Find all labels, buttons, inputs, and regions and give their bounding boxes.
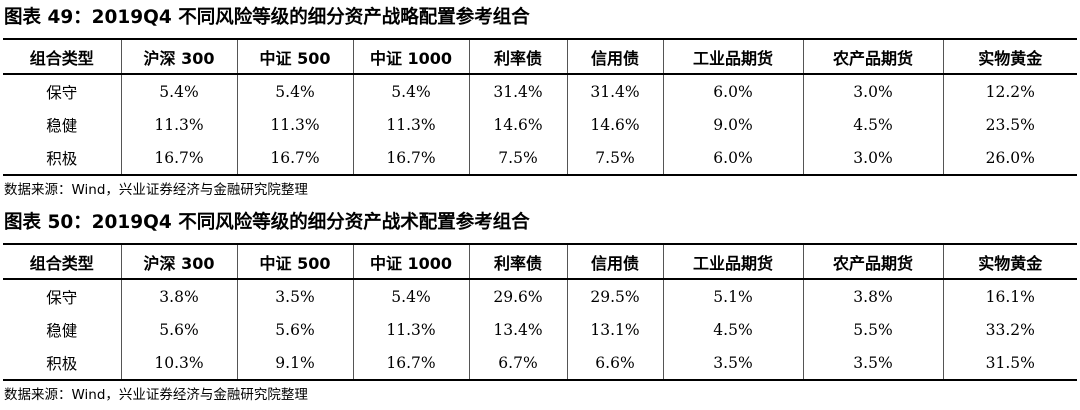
tactical-allocation-table: 组合类型 沪深 300 中证 500 中证 1000 利率债 信用债 工业品期货…	[3, 243, 1077, 381]
table-cell: 14.6%	[566, 108, 664, 141]
table-row: 稳健 5.6% 5.6% 11.3% 13.4% 13.1% 4.5% 5.5%…	[3, 313, 1077, 346]
table-cell: 11.3%	[120, 108, 238, 141]
table-cell: 9.1%	[236, 346, 354, 381]
table-cell: 7.5%	[468, 141, 568, 176]
table-title: 图表 50：2019Q4 不同风险等级的细分资产战术配置参考组合	[4, 212, 530, 233]
table-cell: 16.7%	[236, 141, 354, 176]
table-cell: 5.6%	[236, 313, 354, 346]
header-row: 组合类型 沪深 300 中证 500 中证 1000 利率债 信用债 工业品期货…	[3, 243, 1077, 280]
table-cell: 4.5%	[662, 313, 804, 346]
table-cell: 14.6%	[468, 108, 568, 141]
table-cell: 5.4%	[120, 74, 238, 108]
table-cell: 3.5%	[236, 279, 354, 313]
table-cell: 11.3%	[236, 108, 354, 141]
row-label: 积极	[3, 141, 122, 176]
table-cell: 16.7%	[352, 346, 470, 381]
table-cell: 26.0%	[942, 141, 1077, 176]
table-cell: 29.5%	[566, 279, 664, 313]
table-cell: 4.5%	[802, 108, 944, 141]
header-row: 组合类型 沪深 300 中证 500 中证 1000 利率债 信用债 工业品期货…	[3, 38, 1077, 75]
column-header: 工业品期货	[662, 38, 804, 75]
column-header: 中证 500	[236, 243, 354, 280]
row-label: 保守	[3, 279, 122, 313]
column-header: 组合类型	[3, 243, 122, 280]
table-cell: 3.8%	[120, 279, 238, 313]
table-row: 稳健 11.3% 11.3% 11.3% 14.6% 14.6% 9.0% 4.…	[3, 108, 1077, 141]
row-label: 稳健	[3, 313, 122, 346]
table-row: 保守 5.4% 5.4% 5.4% 31.4% 31.4% 6.0% 3.0% …	[3, 74, 1077, 108]
column-header: 沪深 300	[120, 38, 238, 75]
column-header: 中证 500	[236, 38, 354, 75]
column-header: 实物黄金	[942, 38, 1077, 75]
row-label: 稳健	[3, 108, 122, 141]
table-cell: 3.0%	[802, 141, 944, 176]
table-row: 积极 16.7% 16.7% 16.7% 7.5% 7.5% 6.0% 3.0%…	[3, 141, 1077, 176]
table-cell: 33.2%	[942, 313, 1077, 346]
table-cell: 6.6%	[566, 346, 664, 381]
column-header: 工业品期货	[662, 243, 804, 280]
table-row: 保守 3.8% 3.5% 5.4% 29.6% 29.5% 5.1% 3.8% …	[3, 279, 1077, 313]
table-row: 积极 10.3% 9.1% 16.7% 6.7% 6.6% 3.5% 3.5% …	[3, 346, 1077, 381]
column-header: 沪深 300	[120, 243, 238, 280]
table-cell: 12.2%	[942, 74, 1077, 108]
table-cell: 31.4%	[566, 74, 664, 108]
table-cell: 5.4%	[236, 74, 354, 108]
table-cell: 13.4%	[468, 313, 568, 346]
table-cell: 16.1%	[942, 279, 1077, 313]
table-cell: 5.5%	[802, 313, 944, 346]
table-cell: 5.6%	[120, 313, 238, 346]
table-cell: 16.7%	[352, 141, 470, 176]
table-cell: 16.7%	[120, 141, 238, 176]
table-cell: 3.8%	[802, 279, 944, 313]
row-label: 积极	[3, 346, 122, 381]
table-cell: 5.1%	[662, 279, 804, 313]
table-cell: 7.5%	[566, 141, 664, 176]
table-cell: 13.1%	[566, 313, 664, 346]
table-cell: 6.0%	[662, 74, 804, 108]
column-header: 农产品期货	[802, 243, 944, 280]
row-label: 保守	[3, 74, 122, 108]
table-cell: 11.3%	[352, 108, 470, 141]
column-header: 信用债	[566, 243, 664, 280]
table-cell: 10.3%	[120, 346, 238, 381]
strategic-allocation-table: 组合类型 沪深 300 中证 500 中证 1000 利率债 信用债 工业品期货…	[3, 38, 1077, 176]
column-header: 利率债	[468, 38, 568, 75]
source-note: 数据来源：Wind，兴业证券经济与金融研究院整理	[4, 182, 308, 198]
table-cell: 5.4%	[352, 74, 470, 108]
source-note: 数据来源：Wind，兴业证券经济与金融研究院整理	[4, 387, 308, 403]
column-header: 农产品期货	[802, 38, 944, 75]
column-header: 信用债	[566, 38, 664, 75]
column-header: 实物黄金	[942, 243, 1077, 280]
table-cell: 31.5%	[942, 346, 1077, 381]
table-cell: 5.4%	[352, 279, 470, 313]
column-header: 中证 1000	[352, 243, 470, 280]
table-title: 图表 49：2019Q4 不同风险等级的细分资产战略配置参考组合	[4, 7, 530, 28]
table-cell: 29.6%	[468, 279, 568, 313]
table-cell: 3.5%	[662, 346, 804, 381]
table-cell: 6.0%	[662, 141, 804, 176]
column-header: 利率债	[468, 243, 568, 280]
table-cell: 31.4%	[468, 74, 568, 108]
column-header: 中证 1000	[352, 38, 470, 75]
table-cell: 6.7%	[468, 346, 568, 381]
column-header: 组合类型	[3, 38, 122, 75]
table-cell: 3.5%	[802, 346, 944, 381]
table-cell: 23.5%	[942, 108, 1077, 141]
table-cell: 9.0%	[662, 108, 804, 141]
table-cell: 11.3%	[352, 313, 470, 346]
table-cell: 3.0%	[802, 74, 944, 108]
